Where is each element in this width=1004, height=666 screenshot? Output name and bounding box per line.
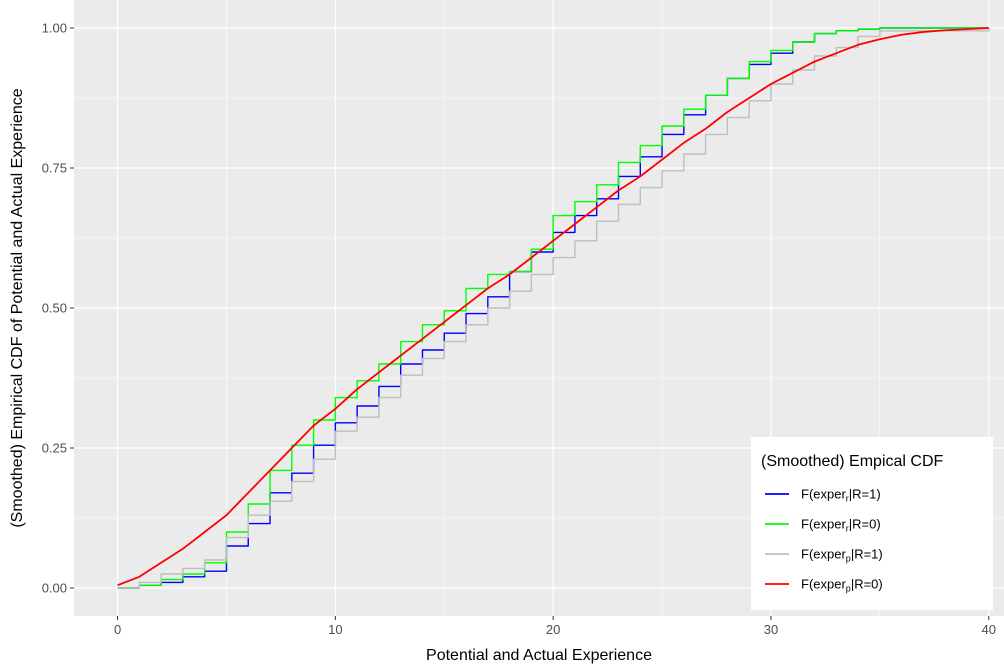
y-axis-title: (Smoothed) Empirical CDF of Potential an… <box>9 88 26 527</box>
x-tick-label: 20 <box>546 622 560 637</box>
grid-lines <box>74 0 1004 616</box>
x-tick-label: 0 <box>114 622 121 637</box>
legend-label-1: F(experr|R=0) <box>801 517 881 534</box>
x-tick-label: 40 <box>982 622 996 637</box>
legend-label-2: F(experp|R=1) <box>801 547 883 564</box>
legend-box <box>751 437 993 610</box>
legend: (Smoothed) Empical CDF F(experr|R=1)F(ex… <box>751 437 993 610</box>
x-axis-title: Potential and Actual Experience <box>426 647 652 664</box>
y-tick-label: 1.00 <box>42 21 67 36</box>
legend-title: (Smoothed) Empical CDF <box>761 453 944 470</box>
series-line-1 <box>117 27 989 589</box>
legend-label-0: F(experr|R=1) <box>801 487 881 504</box>
y-axis: 0.00 0.25 0.50 0.75 1.00 <box>42 21 74 596</box>
legend-label-3: F(experp|R=0) <box>801 577 883 594</box>
x-axis: 0 10 20 30 40 <box>114 616 996 637</box>
x-tick-label: 10 <box>328 622 342 637</box>
y-tick-label: 0.25 <box>42 441 67 456</box>
y-tick-label: 0.50 <box>42 301 67 316</box>
legend-entries: F(experr|R=1) F(experr|R=0) F(experp|R=1) F… <box>765 487 883 594</box>
data-series <box>117 27 990 589</box>
series-line-3 <box>117 27 989 587</box>
x-tick-label: 30 <box>764 622 778 637</box>
y-tick-label: 0.75 <box>42 161 67 176</box>
y-tick-label: 0.00 <box>42 581 67 596</box>
